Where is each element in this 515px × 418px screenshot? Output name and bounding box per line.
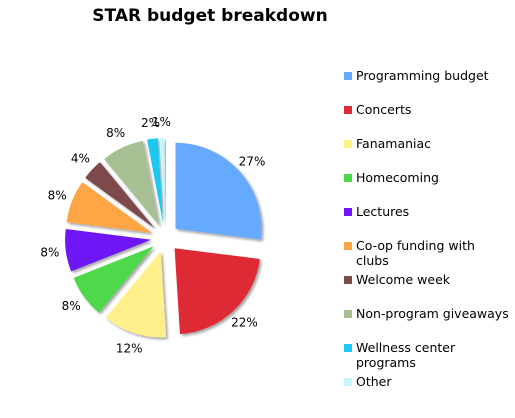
pie-slice-welcome-week: [85, 162, 155, 229]
legend-label: Other: [356, 374, 392, 389]
legend-swatch: [344, 140, 352, 148]
legend-swatch: [344, 378, 352, 386]
legend-label: Concerts: [356, 102, 412, 117]
legend-label: Co-op funding with clubs: [356, 238, 475, 268]
data-label-fanamaniac: 12%: [116, 341, 143, 355]
legend-label: Lectures: [356, 204, 410, 219]
legend-item-wellness-center-programs: Wellness center programs: [344, 340, 511, 370]
legend-item-co-op-funding-with-clubs: Co-op funding with clubs: [344, 238, 511, 268]
data-label-other: 1%: [152, 115, 171, 129]
legend-label: Homecoming: [356, 170, 439, 185]
data-label-concerts: 22%: [231, 316, 258, 330]
data-label-lectures: 8%: [40, 246, 59, 260]
legend-item-welcome-week: Welcome week: [344, 272, 511, 287]
pie-slice-fanamaniac: [105, 251, 167, 338]
pie-slice-non-program-giveaways: [104, 140, 160, 226]
legend-label: Fanamaniac: [356, 136, 432, 151]
legend-label: Programming budget: [356, 68, 489, 83]
legend-swatch: [344, 344, 352, 352]
pie-slice-lectures: [65, 228, 152, 272]
chart-title: STAR budget breakdown: [92, 6, 328, 26]
data-label-homecoming: 8%: [62, 299, 81, 313]
legend-item-programming-budget: Programming budget: [344, 68, 511, 83]
legend-item-lectures: Lectures: [344, 204, 511, 219]
legend-swatch: [344, 174, 352, 182]
pie-slice-programming-budget: [175, 142, 262, 240]
legend-item-non-program-giveaways: Non-program giveaways: [344, 306, 511, 321]
legend-swatch: [344, 72, 352, 80]
legend-item-homecoming: Homecoming: [344, 170, 511, 185]
pie-slice-homecoming: [73, 246, 154, 313]
legend-item-concerts: Concerts: [344, 102, 511, 117]
legend-label: Wellness center programs: [356, 340, 456, 370]
legend-item-fanamaniac: Fanamaniac: [344, 136, 511, 151]
pie-slice-wellness-center-programs: [147, 138, 164, 225]
legend-swatch: [344, 310, 352, 318]
legend-swatch: [344, 106, 352, 114]
data-label-programming-budget: 27%: [239, 154, 266, 168]
data-label-wellness-center-programs: 2%: [141, 116, 160, 130]
legend-item-other: Other: [344, 374, 511, 389]
pie-slice-co-op-funding-with-clubs: [66, 182, 152, 233]
legend-swatch: [344, 208, 352, 216]
data-label-welcome-week: 4%: [71, 152, 90, 166]
legend-label: Welcome week: [356, 272, 450, 287]
data-label-co-op-funding-with-clubs: 8%: [48, 188, 67, 202]
pie-slice-other: [159, 138, 165, 225]
legend-swatch: [344, 276, 352, 284]
pie-slice-concerts: [174, 248, 260, 335]
legend-swatch: [344, 242, 352, 250]
data-label-non-program-giveaways: 8%: [106, 126, 125, 140]
legend-label: Non-program giveaways: [356, 306, 509, 321]
